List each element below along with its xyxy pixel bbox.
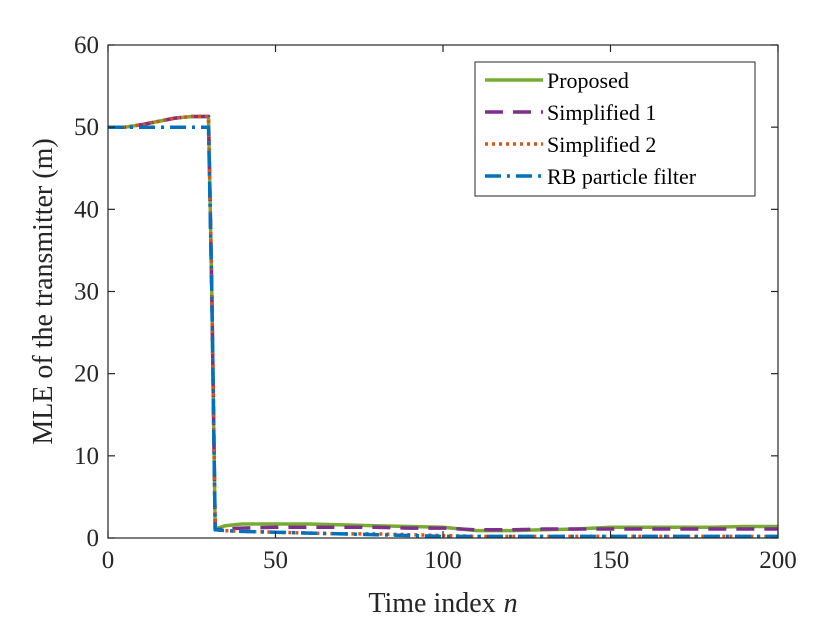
y-tick-label: 60 — [74, 32, 99, 59]
x-tick-label: 50 — [263, 547, 288, 574]
series-line-3 — [108, 114, 778, 539]
series-line-2 — [108, 114, 778, 532]
series-layer — [108, 114, 778, 539]
ticks-layer: 0 50 100 150 200 0 10 20 30 40 50 60 — [74, 32, 797, 574]
series-line-4 — [108, 125, 778, 539]
x-axis-label: Time index n — [368, 588, 517, 619]
y-tick-label: 0 — [87, 525, 100, 552]
legend: Proposed Simplified 1 Simplified 2 RB parti… — [474, 61, 756, 197]
legend-box — [474, 61, 756, 197]
legend-label: RB particle filter — [547, 164, 697, 189]
legend-label: Simplified 1 — [547, 100, 656, 125]
y-tick-label: 20 — [74, 361, 99, 388]
y-tick-label: 10 — [74, 443, 99, 470]
x-axis-label-text: Time index — [368, 588, 495, 619]
legend-label: Proposed — [547, 68, 629, 93]
y-tick-label: 30 — [74, 279, 99, 306]
x-tick-label: 150 — [592, 547, 630, 574]
y-tick-label: 40 — [74, 196, 99, 223]
x-axis-label-variable: n — [504, 588, 518, 619]
x-tick-label: 200 — [759, 547, 797, 574]
x-tick-label: 100 — [424, 547, 462, 574]
y-axis-label: MLE of the transmitter (m) — [28, 138, 59, 444]
x-tick-label: 0 — [102, 547, 115, 574]
legend-label: Simplified 2 — [547, 132, 656, 157]
y-tick-label: 50 — [74, 114, 99, 141]
